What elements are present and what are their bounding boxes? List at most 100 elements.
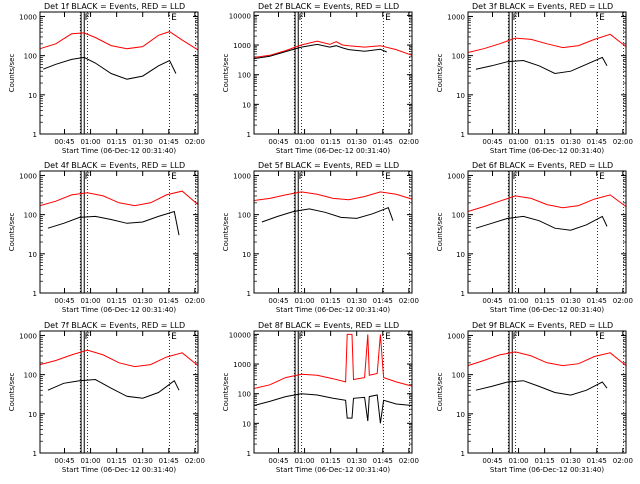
y-tick-label: 10	[28, 251, 37, 259]
y-tick-label: 1	[247, 131, 251, 139]
y-tick-label: 10	[242, 420, 251, 428]
x-tick-label: 00:45	[268, 138, 288, 146]
y-tick-label: 1000	[447, 172, 465, 180]
y-tick-label: 1000	[233, 361, 251, 369]
x-tick-label: 01:00	[294, 457, 314, 465]
series-line-events	[475, 380, 608, 396]
x-tick-label: 01:15	[107, 297, 127, 305]
series-line-lld	[253, 40, 413, 58]
panel-title: Det 2f BLACK = Events, RED = LLD	[258, 2, 399, 11]
x-tick-label: 00:45	[482, 297, 502, 305]
x-tick-label: 02:00	[613, 297, 633, 305]
plot-frame	[253, 170, 413, 294]
x-tick-label: 01:00	[508, 138, 528, 146]
y-tick-label: 10	[242, 251, 251, 259]
series-line-lld	[39, 349, 199, 368]
x-axis-label: Start Time (06-Dec-12 00:31:40)	[62, 466, 176, 474]
x-axis-label: Start Time (06-Dec-12 00:31:40)	[490, 466, 604, 474]
panel-1: Det 1f BLACK = Events, RED = LLD 1 10 100 10…	[8, 2, 205, 155]
panel-title: Det 6f BLACK = Events, RED = LLD	[472, 161, 613, 170]
marker-label-f: F	[299, 13, 304, 23]
x-tick-label: 00:45	[268, 457, 288, 465]
x-tick-label: 01:15	[107, 457, 127, 465]
series-line-events	[47, 378, 180, 399]
series-line-lld	[467, 194, 627, 212]
plot-frame	[467, 11, 627, 135]
plot-frame	[39, 330, 199, 454]
y-tick-label: 100	[452, 212, 465, 220]
y-tick-label: 1	[33, 290, 37, 298]
x-tick-label: 01:30	[347, 457, 367, 465]
x-tick-label: 01:30	[133, 138, 153, 146]
x-axis-label: Start Time (06-Dec-12 00:31:40)	[276, 466, 390, 474]
x-axis-label: Start Time (06-Dec-12 00:31:40)	[276, 306, 390, 314]
y-tick-label: 10	[28, 92, 37, 100]
y-tick-label: 100	[238, 391, 251, 399]
y-tick-label: 10000	[229, 12, 251, 20]
panel-title: Det 7f BLACK = Events, RED = LLD	[44, 321, 185, 330]
x-tick-label: 01:15	[107, 138, 127, 146]
x-tick-label: 01:45	[373, 297, 393, 305]
y-tick-label: 10	[242, 101, 251, 109]
marker-label-e: E	[171, 172, 177, 182]
x-tick-label: 01:30	[133, 457, 153, 465]
y-tick-label: 10	[456, 251, 465, 259]
y-tick-label: 1000	[19, 172, 37, 180]
x-tick-label: 01:45	[159, 297, 179, 305]
x-tick-label: 01:45	[159, 457, 179, 465]
x-tick-label: 00:45	[482, 457, 502, 465]
marker-label-e: E	[599, 13, 605, 23]
x-tick-label: 00:45	[268, 297, 288, 305]
series-line-events	[475, 215, 608, 231]
x-tick-label: 01:45	[587, 457, 607, 465]
x-tick-label: 01:45	[373, 138, 393, 146]
x-tick-label: 01:15	[535, 297, 555, 305]
x-tick-label: 01:45	[159, 138, 179, 146]
marker-label-e: E	[385, 13, 391, 23]
y-tick-label: 1000	[233, 172, 251, 180]
panel-title: Det 1f BLACK = Events, RED = LLD	[44, 2, 185, 11]
x-tick-label: 00:45	[482, 138, 502, 146]
series-line-lld	[253, 333, 413, 389]
x-tick-label: 00:45	[54, 138, 74, 146]
x-tick-label: 01:00	[508, 297, 528, 305]
y-tick-label: 100	[452, 372, 465, 380]
x-tick-label: 00:45	[54, 297, 74, 305]
marker-label-f: F	[85, 13, 90, 23]
y-tick-label: 1	[33, 131, 37, 139]
y-tick-label: 1000	[19, 332, 37, 340]
marker-label-f: F	[513, 332, 518, 342]
x-tick-label: 02:00	[185, 457, 205, 465]
x-tick-label: 02:00	[399, 297, 419, 305]
y-tick-label: 10	[456, 411, 465, 419]
y-tick-label: 1000	[447, 13, 465, 21]
panel-5: Det 5f BLACK = Events, RED = LLD 1 10 100 10…	[222, 161, 419, 314]
marker-label-f: F	[513, 172, 518, 182]
y-axis-label: Counts/sec	[222, 373, 230, 412]
x-tick-label: 02:00	[613, 457, 633, 465]
y-tick-label: 10000	[229, 331, 251, 339]
marker-label-f: F	[299, 332, 304, 342]
marker-label-f: F	[85, 172, 90, 182]
x-tick-label: 01:00	[80, 297, 100, 305]
x-tick-label: 02:00	[613, 138, 633, 146]
series-line-lld	[467, 351, 627, 367]
panel-9: Det 9f BLACK = Events, RED = LLD 1 10 100 10…	[436, 321, 633, 474]
panel-title: Det 9f BLACK = Events, RED = LLD	[472, 321, 613, 330]
x-axis-label: Start Time (06-Dec-12 00:31:40)	[490, 147, 604, 155]
x-tick-label: 01:30	[133, 297, 153, 305]
x-tick-label: 01:30	[561, 138, 581, 146]
panel-title: Det 5f BLACK = Events, RED = LLD	[258, 161, 399, 170]
y-axis-label: Counts/sec	[222, 213, 230, 252]
series-line-events	[253, 393, 413, 424]
y-tick-label: 1000	[233, 42, 251, 50]
x-tick-label: 02:00	[185, 297, 205, 305]
y-tick-label: 1000	[19, 13, 37, 21]
x-axis-label: Start Time (06-Dec-12 00:31:40)	[276, 147, 390, 155]
marker-label-f: F	[85, 332, 90, 342]
panel-3: Det 3f BLACK = Events, RED = LLD 1 10 100 10…	[436, 2, 633, 155]
y-axis-label: Counts/sec	[436, 213, 444, 252]
x-tick-label: 01:45	[587, 138, 607, 146]
panel-title: Det 8f BLACK = Events, RED = LLD	[258, 321, 399, 330]
